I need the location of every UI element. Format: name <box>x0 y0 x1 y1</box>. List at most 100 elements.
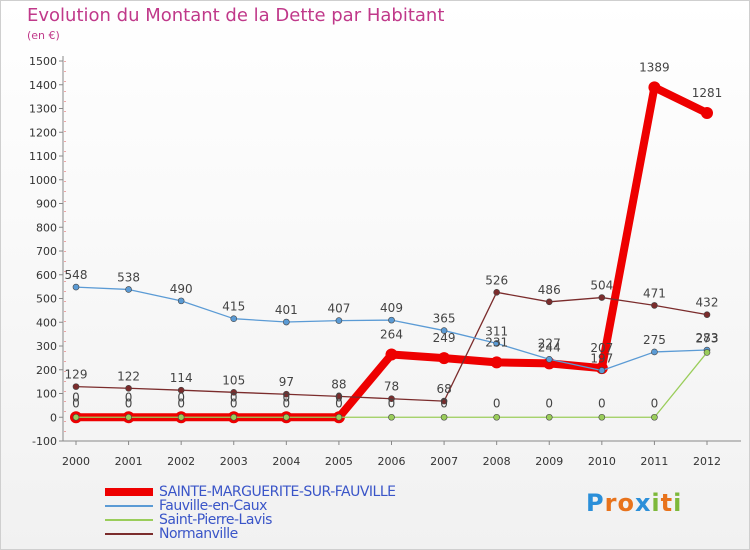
data-point <box>283 390 290 398</box>
y-tick-label: -100 <box>32 435 57 448</box>
data-point <box>703 349 711 356</box>
legend-label: Saint-Pierre-Lavis <box>159 512 272 528</box>
data-point <box>490 356 503 369</box>
data-label: 129 <box>65 368 88 382</box>
data-label: 244 <box>538 340 561 354</box>
data-point <box>177 297 185 305</box>
data-label: 1389 <box>639 60 670 74</box>
data-label: 0 <box>545 396 553 410</box>
data-point <box>648 81 661 94</box>
data-point <box>230 315 238 322</box>
x-tick-label: 2010 <box>588 455 616 468</box>
data-label: 311 <box>485 324 508 338</box>
data-point <box>440 327 448 334</box>
data-point <box>598 294 606 301</box>
x-tick-label: 2004 <box>272 455 300 468</box>
data-label: 105 <box>222 373 245 387</box>
data-point <box>651 413 658 421</box>
x-tick-label: 2007 <box>430 455 458 468</box>
y-tick-label: 600 <box>36 269 57 282</box>
data-point <box>72 383 80 390</box>
data-label: 0 <box>283 396 291 410</box>
data-label: 409 <box>380 301 403 315</box>
data-label: 264 <box>380 328 403 342</box>
data-point <box>335 413 343 421</box>
data-point <box>230 413 238 421</box>
data-label: 0 <box>177 390 185 404</box>
y-tick-label: 1500 <box>29 55 57 68</box>
data-label: 486 <box>538 283 561 297</box>
y-tick-label: 1300 <box>29 103 57 116</box>
data-label: 97 <box>279 375 294 389</box>
data-point <box>493 340 500 347</box>
data-point <box>283 413 290 421</box>
x-tick-label: 2005 <box>325 455 353 468</box>
data-label: 401 <box>275 303 298 317</box>
y-tick-label: 800 <box>36 221 57 234</box>
data-label: 227 <box>538 336 561 350</box>
data-label: 283 <box>696 331 719 345</box>
y-tick-label: 200 <box>36 364 57 377</box>
data-point <box>72 413 80 421</box>
legend-label: Normanville <box>159 526 238 542</box>
data-point <box>335 393 343 400</box>
data-point <box>125 413 132 421</box>
data-point <box>177 413 185 421</box>
data-point <box>651 302 658 309</box>
legend-item: Saint-Pierre-Lavis <box>105 512 396 528</box>
x-tick-label: 2000 <box>62 455 90 468</box>
y-tick-label: 0 <box>50 411 57 424</box>
data-point <box>545 355 553 363</box>
data-label: 275 <box>643 333 666 347</box>
data-label: 122 <box>117 369 140 383</box>
data-point <box>598 367 606 374</box>
data-label: 68 <box>436 382 451 396</box>
data-point <box>545 298 553 306</box>
legend: SAINTE-MARGUERITE-SUR-FAUVILLE Fauville-e… <box>105 484 396 542</box>
data-point <box>72 283 80 291</box>
data-label: 415 <box>222 300 245 314</box>
x-tick-label: 2003 <box>220 455 248 468</box>
x-tick-label: 2009 <box>535 455 563 468</box>
data-label: 231 <box>485 335 508 349</box>
data-point <box>493 413 500 421</box>
data-label: 0 <box>230 396 238 410</box>
data-label: 207 <box>590 341 613 355</box>
data-label: 197 <box>590 351 613 365</box>
legend-label: Fauville-en-Caux <box>159 498 267 514</box>
x-tick-label: 2001 <box>115 455 143 468</box>
data-label: 0 <box>283 390 291 404</box>
data-label: 0 <box>125 390 133 404</box>
data-label: 471 <box>643 286 666 300</box>
y-tick-label: 1100 <box>29 150 57 163</box>
data-label: 526 <box>485 273 508 287</box>
y-tick-label: 400 <box>36 316 57 329</box>
data-label: 0 <box>598 396 606 410</box>
data-point <box>701 107 713 120</box>
data-point <box>493 289 500 296</box>
data-point <box>388 316 395 324</box>
x-tick-label: 2012 <box>693 455 721 468</box>
y-tick-label: 100 <box>36 388 57 401</box>
data-label: 78 <box>384 380 399 394</box>
data-point <box>703 311 711 318</box>
data-label: 0 <box>125 396 133 410</box>
data-label: 0 <box>388 396 396 410</box>
legend-swatch <box>105 533 153 535</box>
data-point <box>440 413 448 421</box>
data-label: 0 <box>72 390 80 404</box>
series-line-0 <box>76 83 709 422</box>
data-label: 0 <box>335 390 343 404</box>
data-point <box>283 318 290 326</box>
data-label: 504 <box>590 279 613 293</box>
data-point <box>335 317 343 324</box>
data-label: 114 <box>170 371 193 385</box>
data-point <box>125 384 132 392</box>
data-label: 273 <box>696 331 719 345</box>
y-tick-label: 1000 <box>29 174 57 187</box>
y-tick-label: 900 <box>36 198 57 211</box>
data-label: 0 <box>335 396 343 410</box>
data-label: 88 <box>331 377 346 391</box>
